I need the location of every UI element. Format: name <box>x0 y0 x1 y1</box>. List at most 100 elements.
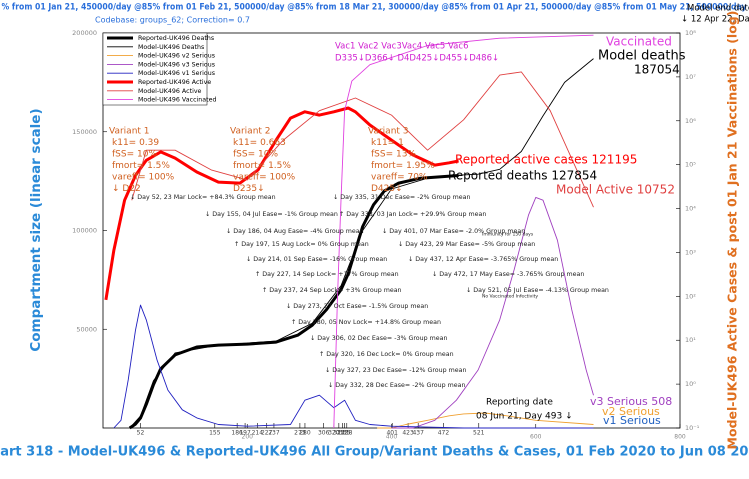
event-annotation: ↓ Day 437, 12 Apr Ease= -3.765% Group me… <box>408 256 558 263</box>
event-annotation: ↓ Day 52, 23 Mar Lock= +84.3% Group mean <box>130 194 276 201</box>
event-annotation: ↓ Day 335, 31 Dec Ease= -2% Group mean <box>333 194 471 201</box>
series-line <box>333 34 594 429</box>
event-annotation: ↑ Day 338, 03 Jan Lock= +29.9% Group mea… <box>339 211 486 218</box>
variant-label: fmort= 1.5% <box>112 161 170 171</box>
variant-label: ↓ D22 <box>112 184 141 194</box>
y2-tick-label: 10⁸ <box>685 29 696 37</box>
end-label: Vaccinated <box>606 35 672 49</box>
event-annotation: ↑ Day 237, 24 Sep Lock= +3% Group mean <box>262 287 402 294</box>
end-label: Reported active cases 121195 <box>455 153 637 167</box>
vaccination-label: Vac1 Vac2 Vac3Vac4 Vac5 Vac6 <box>335 42 468 52</box>
variant-label: D425↓ <box>371 184 403 194</box>
event-annotation: ↓ Day 327, 23 Dec Ease= -12% Group mean <box>325 367 467 374</box>
y2-tick-label: 10³ <box>685 248 696 256</box>
event-day-label: 197 <box>239 430 251 437</box>
legend-label: Model-UK496 v2 Serious <box>138 53 215 60</box>
event-day-label: 472 <box>438 430 450 437</box>
series-line <box>128 174 459 430</box>
event-annotation: ↓ Day 332, 28 Dec Ease= -2% Group mean <box>328 382 466 389</box>
event-day-label: 320 <box>328 430 340 437</box>
variant-label: k11= 0.663 <box>233 138 286 148</box>
legend-label: Model-UK496 Vaccinated <box>138 97 216 104</box>
event-annotation: Immunity for 150 days <box>482 232 534 238</box>
model-end: ↓ 12 Apr 22, Day <box>681 15 749 25</box>
event-day-label: 327 <box>333 430 345 437</box>
event-annotation: ↓ Day 521, 05 Jul Ease= -4.13% Group mea… <box>466 287 609 294</box>
reporting-label: 08 Jun 21, Day 493 ↓ <box>476 412 573 422</box>
event-annotation: ↑ Day 280, 05 Nov Lock= +14.8% Group mea… <box>291 319 441 326</box>
y-tick-label: 200000 <box>72 29 97 37</box>
event-annotation: ↓ Day 423, 29 Mar Ease= -5% Group mean <box>398 241 535 248</box>
event-annotation: ↓ Day 472, 17 May Ease= -3.765% Group me… <box>432 271 584 278</box>
variant-label: fSS= 13% <box>371 150 416 160</box>
series-line <box>131 71 594 208</box>
y2-tick-label: 10² <box>685 292 696 300</box>
y-axis-title: Compartment size (linear scale) <box>28 108 44 351</box>
event-annotation: ↓ Day 273, 27 Oct Ease= -1.5% Group mean <box>286 303 428 310</box>
end-label: 187054 <box>634 63 680 77</box>
reporting-label: Reporting date <box>486 398 553 408</box>
top-note: % from 01 Jan 21, 450000/day @85% from 0… <box>2 3 747 13</box>
variant-label: vareff= 100% <box>233 173 296 183</box>
legend-label: Model-UK496 v3 Serious <box>138 61 215 68</box>
y2-axis-title: Model-UK496 Active Cases & post 01 Jan 2… <box>725 11 740 450</box>
y2-tick-label: 10⁰ <box>685 380 696 388</box>
y2-tick-label: 10⁷ <box>685 73 696 81</box>
y2-tick-label: 10⁻¹ <box>685 424 700 432</box>
event-annotation: ↑ Day 320, 16 Dec Lock= 0% Group mean <box>319 351 454 358</box>
event-day-label: 521 <box>473 430 485 437</box>
legend-label: Model-UK496 Deaths <box>138 44 204 51</box>
variant-label: vareff= 70% <box>371 173 428 183</box>
variant-label: Variant 3 <box>368 127 409 137</box>
variant-label: Variant 2 <box>230 127 271 137</box>
y2-tick-label: 10⁴ <box>685 205 696 213</box>
event-annotation: ↓ Day 306, 02 Dec Ease= -3% Group mean <box>310 335 448 342</box>
event-day-label: 338 <box>341 430 353 437</box>
x-tick-label: 200 <box>242 434 254 441</box>
y-tick-label: 100000 <box>72 227 97 235</box>
event-day-label: 437 <box>412 430 424 437</box>
event-annotation: ↑ Day 197, 15 Aug Lock= 0% Group mean <box>234 241 369 248</box>
end-label: v2 Serious <box>602 405 660 418</box>
legend-label: Model-UK496 v1 Serious <box>138 70 215 77</box>
series-line <box>104 106 459 301</box>
legend-label: Reported-UK496 Deaths <box>138 35 214 42</box>
event-day-label: 306 <box>318 430 330 437</box>
x-tick-label: 800 <box>674 434 686 441</box>
legend-box <box>102 32 208 106</box>
codebase: Codebase: groups_62; Correction= 0.7 <box>95 16 250 25</box>
y-tick-label: 150000 <box>72 128 97 136</box>
end-label: v3 Serious 508 <box>590 395 672 408</box>
x-tick-label: 400 <box>386 434 398 441</box>
event-day-label: 186 <box>231 430 243 437</box>
vaccination-label: D335↓D366↓ D4D425↓D455↓D486↓ <box>335 54 499 64</box>
variant-label: vareff= 100% <box>112 173 175 183</box>
variant-label: k11= 1 <box>371 138 404 148</box>
y2-tick-label: 10⁶ <box>685 117 696 125</box>
event-annotation: ↓ Day 186, 04 Aug Ease= -4% Group mean <box>226 228 364 235</box>
variant-label: fSS= 10% <box>233 150 278 160</box>
end-label: Model Active 10752 <box>556 183 675 197</box>
variant-label: Variant 1 <box>109 127 150 137</box>
event-annotation: ↓ Day 155, 04 Jul Ease= -1% Group mean <box>205 211 338 218</box>
variant-label: fmort= 1.95% <box>371 161 435 171</box>
event-day-label: 214 <box>252 430 264 437</box>
event-day-label: 227 <box>261 430 273 437</box>
event-day-label: 335 <box>339 430 351 437</box>
event-day-label: 237 <box>268 430 280 437</box>
chart-title: Chart 318 - Model-UK496 & Reported-UK496… <box>0 445 749 460</box>
y2-tick-label: 10¹ <box>685 336 696 344</box>
event-day-label: 423 <box>402 430 414 437</box>
legend-label: Model-UK496 Active <box>138 88 202 95</box>
series-line <box>391 196 594 429</box>
event-day-label: 273 <box>294 430 306 437</box>
x-tick-label: 600 <box>530 434 542 441</box>
event-annotation: ↓ Day 214, 01 Sep Ease= -16% Group mean <box>246 256 387 263</box>
variant-label: D235↓ <box>233 184 265 194</box>
end-label: Reported deaths 127854 <box>448 169 597 183</box>
end-label: v1 Serious <box>603 414 661 427</box>
model-end: Model end date <box>687 4 749 14</box>
variant-label: fmort= 1.5% <box>233 161 291 171</box>
